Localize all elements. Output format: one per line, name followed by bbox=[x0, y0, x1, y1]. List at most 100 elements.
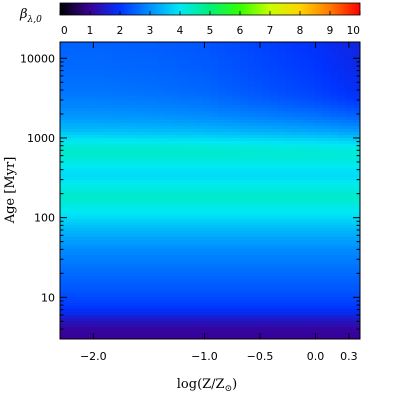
heatmap-cell bbox=[150, 192, 159, 196]
heatmap-cell bbox=[82, 93, 91, 97]
heatmap-cell bbox=[217, 57, 226, 61]
heatmap-cell bbox=[105, 132, 114, 136]
heatmap-cell bbox=[210, 69, 219, 73]
heatmap-cell bbox=[120, 129, 129, 133]
heatmap-cell bbox=[75, 87, 84, 91]
heatmap-cell bbox=[210, 264, 219, 268]
heatmap-cell bbox=[187, 336, 196, 339]
heatmap-cell bbox=[157, 258, 166, 262]
heatmap-cell bbox=[157, 279, 166, 283]
heatmap-cell bbox=[217, 111, 226, 115]
heatmap-cell bbox=[172, 177, 181, 181]
heatmap-cell bbox=[135, 42, 144, 46]
heatmap-cell bbox=[262, 330, 271, 334]
heatmap-cell bbox=[150, 48, 159, 52]
heatmap-cell bbox=[90, 138, 99, 142]
heatmap-cell bbox=[240, 57, 249, 61]
heatmap-cell bbox=[240, 285, 249, 289]
heatmap-cell bbox=[75, 216, 84, 220]
heatmap-cell bbox=[127, 192, 136, 196]
heatmap-cell bbox=[322, 99, 331, 103]
heatmap-cell bbox=[225, 186, 234, 190]
heatmap-cell bbox=[67, 306, 76, 310]
heatmap-cell bbox=[210, 84, 219, 88]
heatmap-cell bbox=[315, 159, 324, 163]
heatmap-cell bbox=[105, 108, 114, 112]
heatmap-cell bbox=[202, 225, 211, 229]
heatmap-cell bbox=[165, 273, 174, 277]
x-tick-label: 0.0 bbox=[307, 350, 325, 363]
heatmap-cell bbox=[352, 159, 360, 163]
heatmap-cell bbox=[165, 177, 174, 181]
heatmap-cell bbox=[300, 105, 309, 109]
heatmap-cell bbox=[292, 75, 301, 79]
heatmap-cell bbox=[352, 165, 360, 169]
heatmap-cell bbox=[300, 300, 309, 304]
heatmap-cell bbox=[120, 117, 129, 121]
heatmap-cell bbox=[112, 258, 121, 262]
heatmap-cell bbox=[352, 303, 360, 307]
heatmap-cell bbox=[307, 330, 316, 334]
colorbar-tick-label: 9 bbox=[327, 25, 334, 37]
heatmap-cell bbox=[285, 84, 294, 88]
heatmap-cell bbox=[322, 147, 331, 151]
heatmap-cell bbox=[210, 213, 219, 217]
heatmap-cell bbox=[337, 105, 346, 109]
heatmap-cell bbox=[352, 162, 360, 166]
heatmap-cell bbox=[315, 111, 324, 115]
heatmap-cell bbox=[127, 114, 136, 118]
heatmap-cell bbox=[315, 87, 324, 91]
heatmap-cell bbox=[60, 264, 69, 268]
heatmap-cell bbox=[240, 261, 249, 265]
heatmap-cell bbox=[172, 54, 181, 58]
heatmap-cell bbox=[75, 81, 84, 85]
heatmap-cell bbox=[157, 144, 166, 148]
heatmap-cell bbox=[307, 249, 316, 253]
heatmap-cell bbox=[180, 111, 189, 115]
heatmap-cell bbox=[187, 279, 196, 283]
heatmap-cell bbox=[277, 246, 286, 250]
heatmap-cell bbox=[105, 255, 114, 259]
heatmap-cell bbox=[165, 63, 174, 67]
heatmap-cell bbox=[150, 87, 159, 91]
heatmap-cell bbox=[60, 300, 69, 304]
heatmap-cell bbox=[300, 186, 309, 190]
heatmap-cell bbox=[165, 168, 174, 172]
heatmap-cell bbox=[345, 57, 354, 61]
heatmap-cell bbox=[307, 117, 316, 121]
heatmap-cell bbox=[187, 276, 196, 280]
heatmap-cell bbox=[187, 111, 196, 115]
heatmap-cell bbox=[67, 330, 76, 334]
heatmap-cell bbox=[352, 261, 360, 265]
heatmap-cell bbox=[90, 255, 99, 259]
heatmap-cell bbox=[300, 150, 309, 154]
heatmap-cell bbox=[105, 48, 114, 52]
heatmap-cell bbox=[225, 171, 234, 175]
heatmap-cell bbox=[97, 114, 106, 118]
heatmap-cell bbox=[127, 213, 136, 217]
heatmap-cell bbox=[330, 279, 339, 283]
heatmap-cell bbox=[60, 183, 69, 187]
heatmap-cell bbox=[300, 333, 309, 337]
heatmap-cell bbox=[82, 123, 91, 127]
heatmap-cell bbox=[135, 273, 144, 277]
heatmap-cell bbox=[112, 234, 121, 238]
heatmap-cell bbox=[67, 240, 76, 244]
heatmap-cell bbox=[255, 246, 264, 250]
heatmap-cell bbox=[352, 72, 360, 76]
heatmap-cell bbox=[187, 108, 196, 112]
heatmap-cell bbox=[345, 255, 354, 259]
heatmap-cell bbox=[300, 261, 309, 265]
heatmap-cell bbox=[322, 201, 331, 205]
heatmap-cell bbox=[232, 309, 241, 313]
heatmap-cell bbox=[277, 297, 286, 301]
heatmap-cell bbox=[337, 126, 346, 130]
heatmap-cell bbox=[285, 132, 294, 136]
heatmap-cell bbox=[150, 216, 159, 220]
heatmap-cell bbox=[352, 291, 360, 295]
heatmap-cell bbox=[345, 165, 354, 169]
heatmap-cell bbox=[262, 312, 271, 316]
heatmap-cell bbox=[247, 129, 256, 133]
heatmap-cell bbox=[225, 69, 234, 73]
heatmap-cell bbox=[202, 120, 211, 124]
